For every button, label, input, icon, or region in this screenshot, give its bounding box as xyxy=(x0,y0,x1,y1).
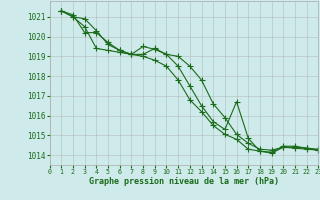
X-axis label: Graphe pression niveau de la mer (hPa): Graphe pression niveau de la mer (hPa) xyxy=(89,177,279,186)
